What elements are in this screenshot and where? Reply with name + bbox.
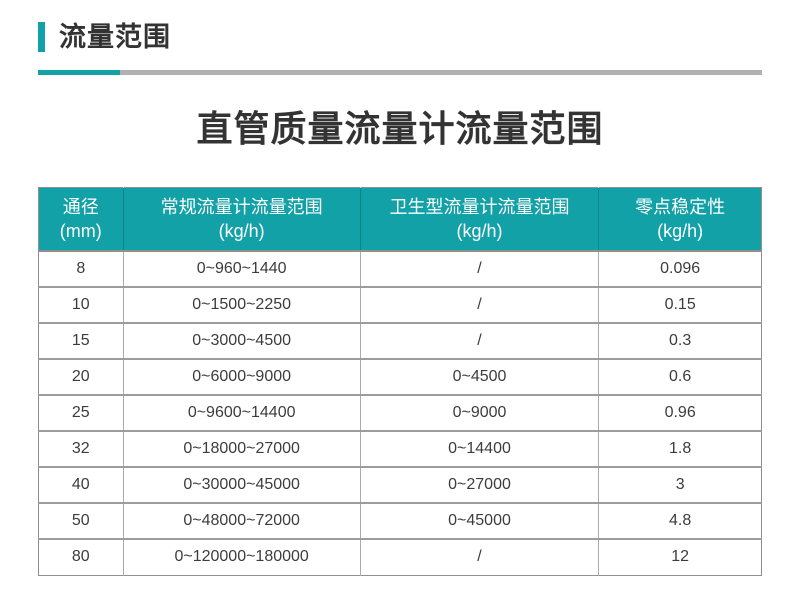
section-header: 流量范围 xyxy=(38,20,800,54)
table-cell: 25 xyxy=(38,394,124,431)
section-title: 流量范围 xyxy=(59,22,171,52)
table-cell: 0.15 xyxy=(598,286,762,323)
table-cell: / xyxy=(359,322,599,359)
table-cell: 0~45000 xyxy=(359,502,599,539)
column-header-line2: (kg/h) xyxy=(218,221,265,241)
accent-bar xyxy=(38,22,45,52)
table-cell: 0~30000~45000 xyxy=(122,466,361,503)
table-cell: 0~9000 xyxy=(359,394,599,431)
column-header: 零点稳定性 (kg/h) xyxy=(598,187,762,252)
table-cell: 4.8 xyxy=(598,502,762,539)
divider-rule-teal-segment xyxy=(38,70,120,75)
table-row: 32 0~18000~27000 0~14400 1.8 xyxy=(38,430,762,467)
table-cell: 0~6000~9000 xyxy=(122,358,361,395)
table-row: 20 0~6000~9000 0~4500 0.6 xyxy=(38,358,762,395)
table-cell: / xyxy=(359,538,599,575)
table-cell: 0~27000 xyxy=(359,466,599,503)
table-header: 通径 (mm) 常规流量计流量范围 (kg/h) 卫生型流量计流量范围 (kg/h) 零点稳… xyxy=(38,187,762,252)
table-cell: 0~18000~27000 xyxy=(122,430,361,467)
column-header-line2: (mm) xyxy=(59,221,102,241)
table-cell: 0~4500 xyxy=(359,358,599,395)
table-cell: 10 xyxy=(38,286,124,323)
table-cell: 12 xyxy=(598,538,762,575)
flow-range-table: 通径 (mm) 常规流量计流量范围 (kg/h) 卫生型流量计流量范围 (kg/h) 零点稳… xyxy=(38,187,762,576)
table-row: 80 0~120000~180000/12 xyxy=(38,538,762,575)
table-row: 50 0~48000~72000 0~45000 4.8 xyxy=(38,502,762,539)
table-row: 25 0~9600~14400 0~9000 0.96 xyxy=(38,394,762,431)
divider-rule-gray-segment xyxy=(120,70,762,75)
table-cell: / xyxy=(359,251,599,287)
table-row: 8 0~960~1440/0.096 xyxy=(38,251,762,287)
table-cell: 1.8 xyxy=(598,430,762,467)
table-cell: 50 xyxy=(38,502,124,539)
table-cell: 0.96 xyxy=(598,394,762,431)
column-header-line1: 常规流量计流量范围 xyxy=(160,197,323,217)
table-cell: 0.6 xyxy=(598,358,762,395)
table-row: 10 0~1500~2250/0.15 xyxy=(38,286,762,323)
table-cell: 0~48000~72000 xyxy=(122,502,361,539)
table-cell: 0~3000~4500 xyxy=(122,322,361,359)
column-header-line1: 卫生型流量计流量范围 xyxy=(389,197,570,217)
table-cell: 8 xyxy=(38,251,124,287)
divider-rule xyxy=(38,70,762,75)
table-cell: 0~9600~14400 xyxy=(122,394,361,431)
table-cell: 0.096 xyxy=(598,251,762,287)
column-header-line2: (kg/h) xyxy=(456,221,503,241)
main-title: 直管质量流量计流量范围 xyxy=(196,108,604,149)
table-cell: 80 xyxy=(38,538,124,575)
table-cell: 32 xyxy=(38,430,124,467)
column-header-line1: 通径 xyxy=(62,197,99,217)
table-row: 40 0~30000~45000 0~27000 3 xyxy=(38,466,762,503)
table-cell: 0~960~1440 xyxy=(122,251,361,287)
table-cell: 0~1500~2250 xyxy=(122,286,361,323)
table-cell: 0~120000~180000 xyxy=(122,538,361,575)
table-cell: 0.3 xyxy=(598,322,762,359)
table-row: 15 0~3000~4500/0.3 xyxy=(38,322,762,359)
table-body: 8 0~960~1440/0.096 10 0~1500~2250/0.15 15 0~3… xyxy=(38,251,762,575)
table-cell: 20 xyxy=(38,358,124,395)
column-header: 卫生型流量计流量范围 (kg/h) xyxy=(359,187,599,252)
table-cell: 0~14400 xyxy=(359,430,599,467)
table-cell: 3 xyxy=(598,466,762,503)
column-header: 通径 (mm) xyxy=(38,187,124,252)
table-cell: / xyxy=(359,286,599,323)
table-cell: 40 xyxy=(38,466,124,503)
column-header-line2: (kg/h) xyxy=(657,221,704,241)
column-header-line1: 零点稳定性 xyxy=(635,197,726,217)
table-header-row: 通径 (mm) 常规流量计流量范围 (kg/h) 卫生型流量计流量范围 (kg/h) 零点稳… xyxy=(38,187,762,252)
column-header: 常规流量计流量范围 (kg/h) xyxy=(122,187,361,252)
table-cell: 15 xyxy=(38,322,124,359)
